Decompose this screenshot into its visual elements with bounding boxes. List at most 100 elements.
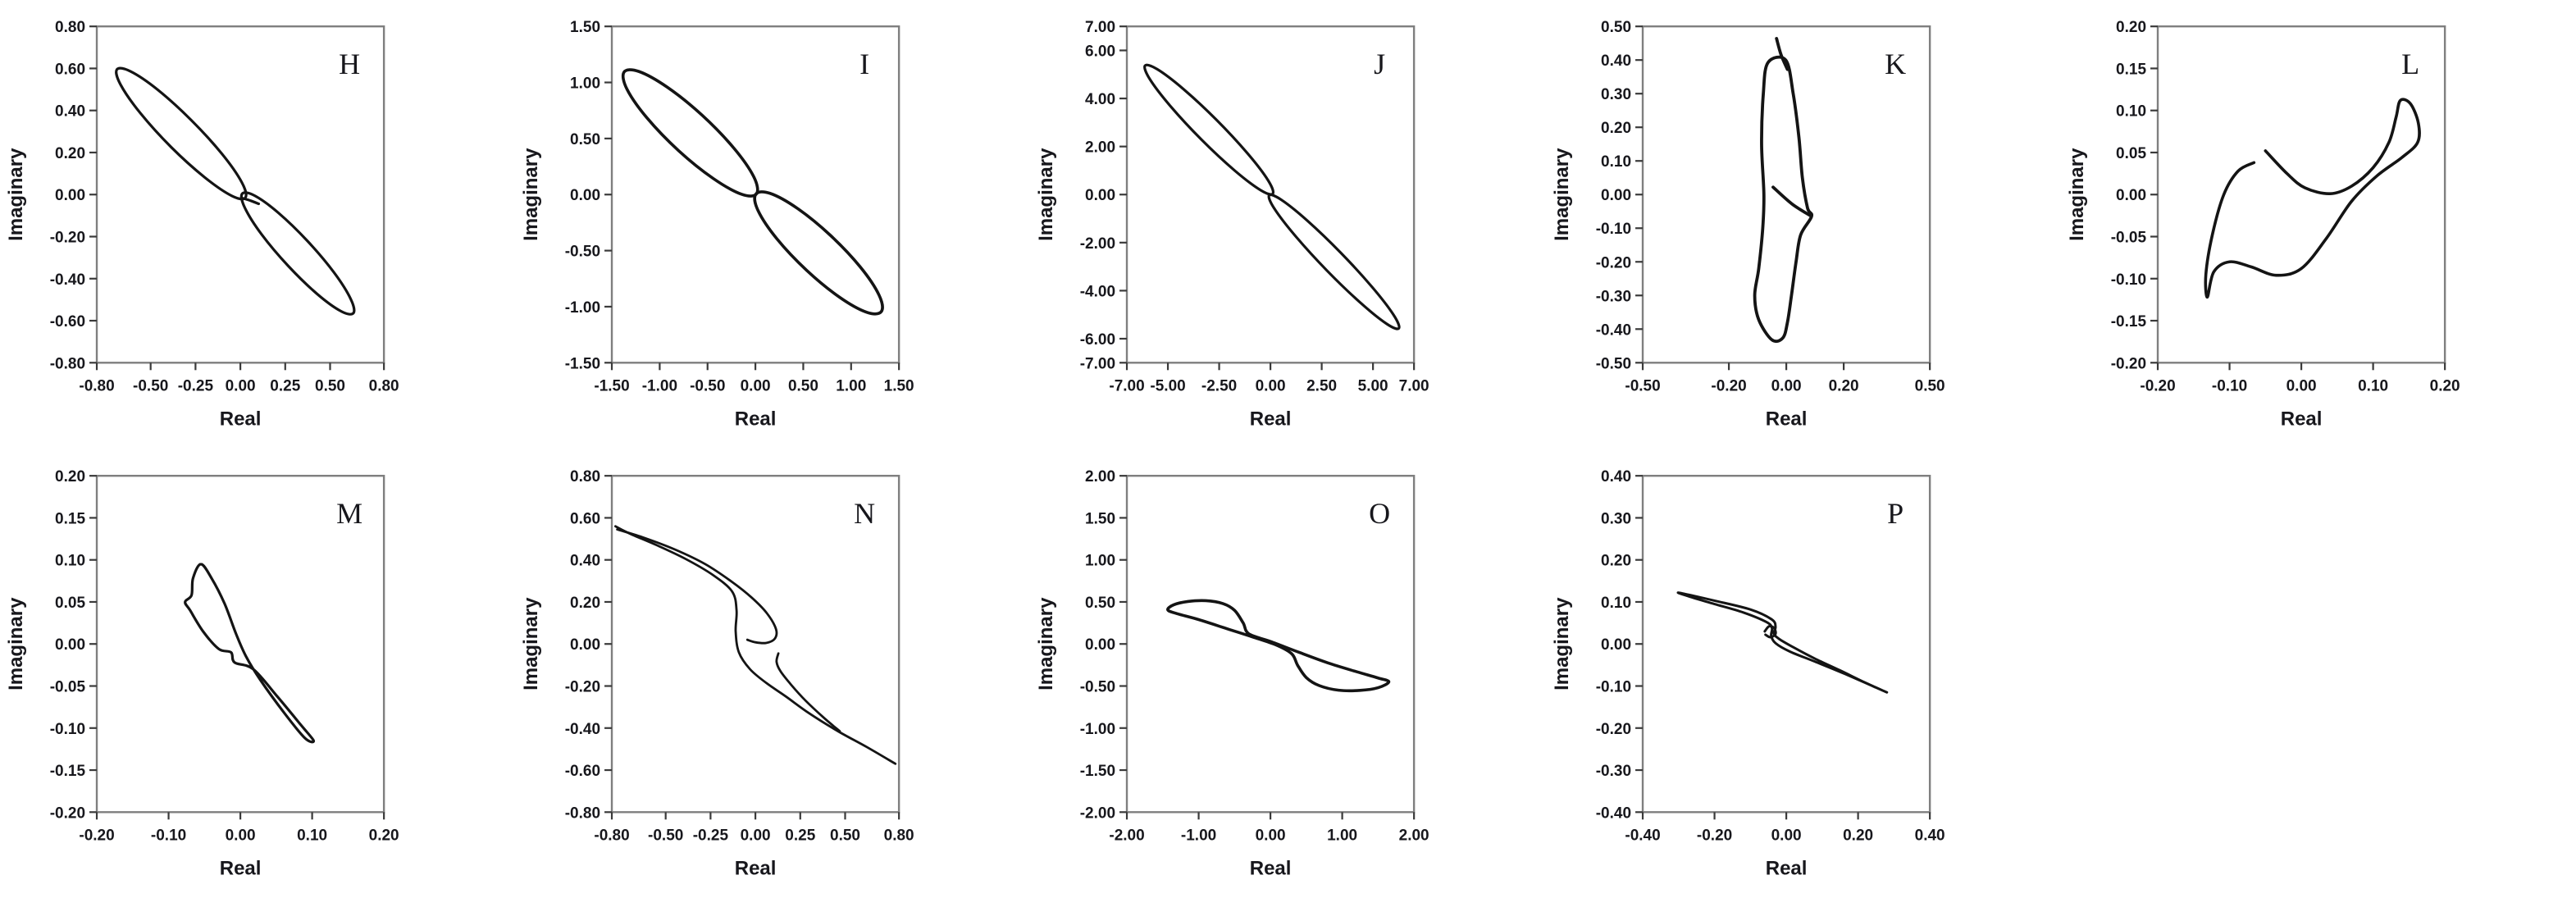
y-tick-label: -0.40 bbox=[565, 720, 600, 737]
y-tick-label: -0.40 bbox=[1595, 805, 1630, 822]
plot-frame bbox=[611, 474, 900, 814]
y-tick-label: 0.20 bbox=[55, 468, 85, 485]
plot-J-canvas: -7.00 -5.00 -2.50 0.00 2.50 5.00 7.00 7.00 6.00 4… bbox=[1035, 19, 1429, 430]
y-tick-label: -0.80 bbox=[565, 805, 600, 822]
y-axis-title: Imaginary bbox=[520, 148, 542, 241]
plot-letter: P bbox=[1887, 497, 1904, 530]
x-axis-title: Real bbox=[735, 408, 777, 430]
y-tick-label: 0.20 bbox=[570, 594, 600, 611]
y-tick-label: -0.20 bbox=[565, 678, 600, 695]
y-tick-label: -0.20 bbox=[50, 230, 85, 247]
x-tick-label: 0.50 bbox=[788, 377, 818, 394]
y-tick-label: 0.00 bbox=[1601, 187, 1631, 204]
y-tick-label: 0.05 bbox=[2116, 145, 2146, 162]
plot-letter: O bbox=[1370, 497, 1391, 530]
x-tick-label: 0.10 bbox=[2358, 377, 2388, 394]
empty-cell bbox=[2060, 449, 2576, 898]
plot-K-canvas: -0.50 -0.20 0.00 0.20 0.50 0.50 0.40 0.30 0.20 0.… bbox=[1551, 19, 1945, 430]
y-tick-label: 0.15 bbox=[2116, 61, 2146, 78]
y-tick-label: 0.10 bbox=[55, 552, 85, 569]
y-tick-label: 2.00 bbox=[1085, 139, 1115, 157]
curve-top-spur bbox=[1774, 37, 1789, 71]
y-tick-label: 0.40 bbox=[1601, 52, 1631, 70]
y-tick-label: 0.20 bbox=[1601, 120, 1631, 137]
y-axis-title: Imaginary bbox=[5, 596, 27, 690]
x-axis-title: Real bbox=[1765, 408, 1807, 430]
x-tick-label: 0.00 bbox=[1256, 827, 1286, 844]
curve-bowtie bbox=[1166, 598, 1391, 692]
x-tick-label: -0.50 bbox=[690, 377, 725, 394]
x-tick-label: 0.10 bbox=[297, 827, 327, 844]
y-tick-label: 1.00 bbox=[1085, 552, 1115, 569]
x-tick-label: 0.00 bbox=[2286, 377, 2316, 394]
y-tick-label: 0.20 bbox=[2116, 19, 2146, 36]
y-tick-label: 0.60 bbox=[55, 61, 85, 78]
x-tick-label: 0.00 bbox=[1771, 377, 1801, 394]
y-tick-label: -0.40 bbox=[1595, 321, 1630, 339]
x-tick-label: -0.10 bbox=[2212, 377, 2247, 394]
x-tick-label: -0.20 bbox=[1696, 827, 1731, 844]
plot-M-canvas: -0.20 -0.10 0.00 0.10 0.20 0.20 0.15 0.10 0.05 0.… bbox=[5, 468, 399, 879]
x-tick-label: 5.00 bbox=[1358, 377, 1388, 394]
y-tick-label: -1.50 bbox=[1080, 763, 1115, 780]
y-tick-label: 0.00 bbox=[55, 636, 85, 654]
y-tick-label: -0.10 bbox=[2110, 271, 2145, 289]
plot-P-canvas: -0.40 -0.20 0.00 0.20 0.40 0.40 0.30 0.20 0.10 0.… bbox=[1551, 468, 1945, 879]
plot-H-canvas: -0.80 -0.50 -0.25 0.00 0.25 0.50 0.80 0.80 0.60 0… bbox=[5, 19, 399, 430]
x-axis-title: Real bbox=[1250, 408, 1292, 430]
x-tick-label: 1.00 bbox=[836, 377, 866, 394]
x-axis-title: Real bbox=[1765, 857, 1807, 879]
plot-cell-L: -0.20 -0.10 0.00 0.10 0.20 0.20 0.15 0.10 0.05 0.… bbox=[2060, 0, 2576, 449]
x-tick-label: 0.25 bbox=[270, 377, 300, 394]
x-tick-label: -0.20 bbox=[2140, 377, 2175, 394]
curve-upper-lobe bbox=[1143, 63, 1275, 196]
y-tick-label: 0.00 bbox=[1085, 636, 1115, 654]
y-tick-label: 0.10 bbox=[2116, 103, 2146, 121]
plot-letter: I bbox=[859, 48, 869, 80]
x-tick-label: 0.80 bbox=[884, 827, 914, 844]
x-tick-label: 0.20 bbox=[369, 827, 399, 844]
y-tick-label: -0.20 bbox=[50, 805, 85, 822]
plot-letter: M bbox=[336, 497, 362, 530]
plot-letter: H bbox=[339, 48, 360, 80]
x-axis-title: Real bbox=[2280, 408, 2322, 430]
x-tick-label: 2.00 bbox=[1399, 827, 1429, 844]
y-tick-label: 0.40 bbox=[1601, 468, 1631, 485]
plot-cell-J: -7.00 -5.00 -2.50 0.00 2.50 5.00 7.00 7.00 6.00 4… bbox=[1030, 0, 1546, 449]
plot-I-canvas: -1.50 -1.00 -0.50 0.00 0.50 1.00 1.50 1.50 1.00 0… bbox=[520, 19, 914, 430]
y-tick-label: -0.60 bbox=[50, 313, 85, 330]
y-tick-label: -0.20 bbox=[1595, 720, 1630, 737]
x-tick-label: -0.20 bbox=[79, 827, 114, 844]
x-tick-label: -0.80 bbox=[595, 827, 630, 844]
plot-letter: K bbox=[1885, 48, 1906, 80]
y-tick-label: -0.20 bbox=[2110, 355, 2145, 372]
y-tick-label: 0.00 bbox=[1085, 187, 1115, 204]
x-tick-label: 1.50 bbox=[884, 377, 914, 394]
y-tick-label: 6.00 bbox=[1085, 43, 1115, 60]
y-axis-title: Imaginary bbox=[1551, 596, 1573, 690]
x-tick-label: 0.00 bbox=[1256, 377, 1286, 394]
x-axis-title: Real bbox=[735, 857, 777, 879]
y-tick-label: -0.50 bbox=[1595, 355, 1630, 372]
x-tick-label: -1.50 bbox=[595, 377, 630, 394]
y-tick-label: -0.60 bbox=[565, 763, 600, 780]
y-axis-title: Imaginary bbox=[1035, 596, 1057, 690]
x-axis-title: Real bbox=[1250, 857, 1292, 879]
x-tick-label: -1.00 bbox=[1181, 827, 1216, 844]
y-axis-title: Imaginary bbox=[5, 148, 27, 241]
y-tick-label: 0.60 bbox=[570, 510, 600, 527]
x-axis-title: Real bbox=[220, 408, 262, 430]
x-tick-label: 0.00 bbox=[1771, 827, 1801, 844]
y-tick-label: -0.50 bbox=[1080, 678, 1115, 695]
y-tick-label: -0.15 bbox=[2110, 313, 2146, 330]
y-tick-label: 0.80 bbox=[55, 19, 85, 36]
curve-thin-lens bbox=[1676, 590, 1888, 694]
y-tick-label: -0.30 bbox=[1595, 763, 1630, 780]
x-tick-label: 0.20 bbox=[1828, 377, 1858, 394]
x-tick-label: 0.80 bbox=[369, 377, 399, 394]
x-tick-label: 0.00 bbox=[741, 377, 771, 394]
curve-lower-lobe bbox=[1267, 193, 1402, 330]
x-tick-label: -0.10 bbox=[151, 827, 186, 844]
y-axis-title: Imaginary bbox=[1035, 148, 1057, 241]
